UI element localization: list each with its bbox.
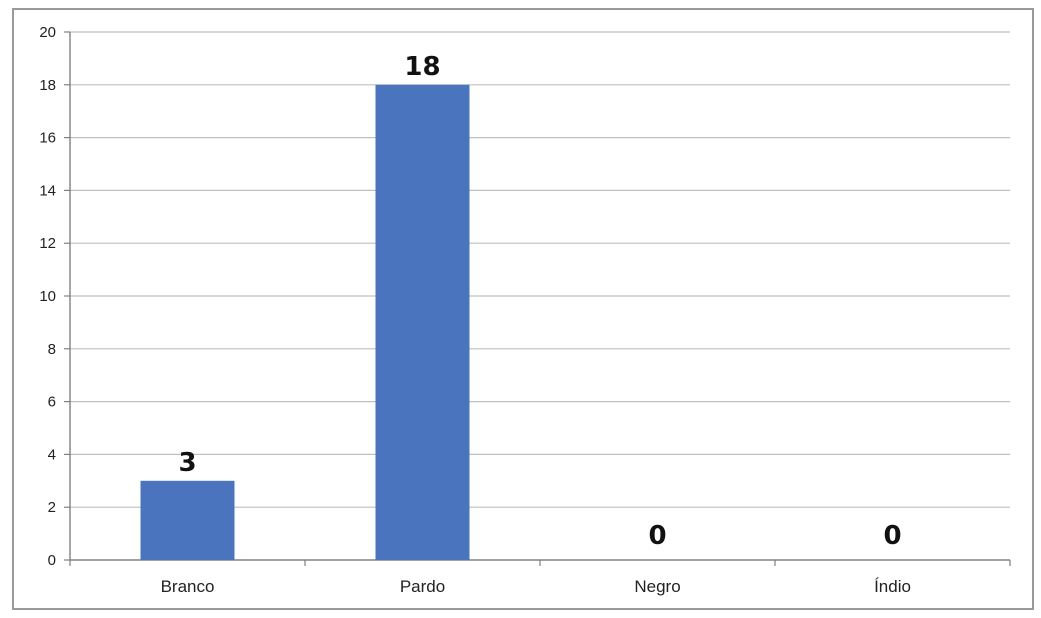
data-label: 0 (648, 521, 666, 551)
data-label: 3 (178, 448, 196, 478)
y-tick-label: 0 (48, 552, 56, 569)
data-label: 18 (404, 52, 440, 82)
bar-pardo (375, 84, 470, 561)
y-tick-label: 10 (39, 288, 56, 305)
category-label: Negro (634, 577, 680, 596)
y-tick-label: 12 (39, 235, 56, 252)
bar-branco (140, 480, 235, 560)
category-label: Pardo (400, 577, 445, 596)
bars (140, 84, 470, 561)
y-tick-label: 14 (39, 182, 56, 199)
category-label: Branco (161, 577, 215, 596)
y-axis-ticks: 0 2 4 6 8 10 12 14 16 18 20 (39, 24, 70, 569)
gridlines (70, 31, 1010, 508)
category-label: Índio (874, 577, 911, 596)
y-tick-label: 16 (39, 130, 56, 147)
y-tick-label: 2 (48, 499, 56, 516)
y-tick-label: 6 (48, 394, 56, 411)
data-labels: 3 18 0 0 (178, 52, 901, 551)
y-tick-label: 8 (48, 341, 56, 358)
y-tick-label: 4 (48, 446, 56, 463)
data-label: 0 (883, 521, 901, 551)
y-tick-label: 20 (39, 24, 56, 41)
x-axis-categories: Branco Pardo Negro Índio (161, 577, 911, 596)
y-tick-label: 18 (39, 77, 56, 94)
